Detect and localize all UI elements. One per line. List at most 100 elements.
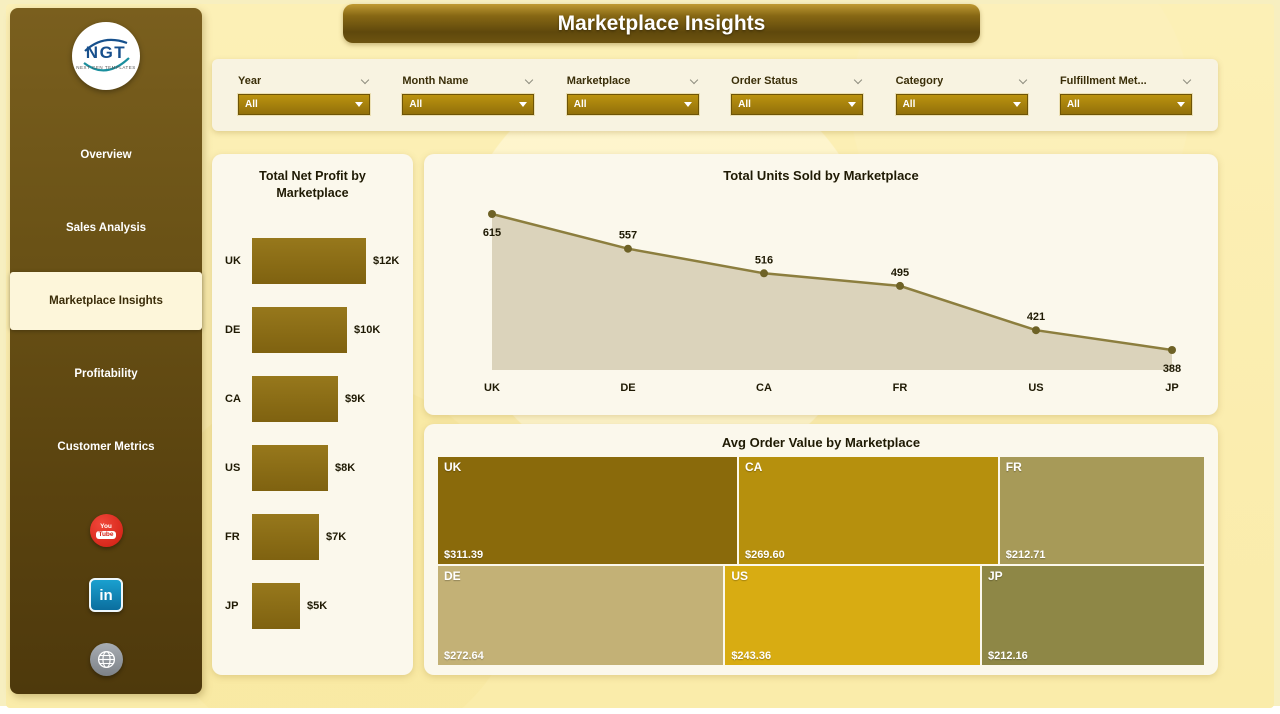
treemap-cell-us[interactable]: US $243.36: [725, 565, 980, 665]
sidebar-item-customer-metrics[interactable]: Customer Metrics: [57, 441, 155, 453]
treemap-cell-label: US: [731, 568, 748, 583]
trend-line: [491, 212, 1173, 352]
bar-category-label: CA: [225, 393, 241, 405]
axis-label-us: US: [1028, 382, 1043, 394]
filter-dropdown-category[interactable]: All: [895, 94, 1028, 115]
treemap-cell-de[interactable]: DE $272.64: [438, 565, 724, 665]
axis-label-jp: JP: [1165, 382, 1178, 394]
filter-dropdown-fulfillment-met[interactable]: All: [1059, 94, 1192, 115]
treemap-row-1: UK $311.39 CA $269.60 FR $212.71: [438, 457, 1204, 564]
filter-selected-value: All: [245, 99, 258, 110]
data-point-ca[interactable]: [760, 269, 768, 278]
youtube-icon[interactable]: You Tube: [89, 514, 123, 547]
axis-label-de: DE: [620, 382, 635, 394]
sidebar-item-sales-analysis[interactable]: Sales Analysis: [65, 222, 147, 234]
filter-label: Year: [238, 75, 262, 87]
treemap-cell-label: JP: [987, 568, 1003, 583]
bar-uk[interactable]: [252, 238, 366, 284]
data-point-jp[interactable]: [1168, 346, 1176, 354]
dropdown-caret-icon: [683, 102, 692, 107]
treemap-cell-uk[interactable]: UK $311.39: [438, 457, 737, 564]
bar-jp[interactable]: [252, 583, 300, 629]
bar-ca[interactable]: [252, 376, 338, 422]
treemap-cell-jp[interactable]: JP $212.16: [981, 565, 1204, 665]
treemap-cell-value: $272.64: [444, 650, 484, 662]
bar-fr[interactable]: [252, 514, 319, 560]
bar-category-label: DE: [225, 324, 241, 336]
filter-selected-value: All: [573, 99, 587, 110]
sidebar-item-marketplace-insights[interactable]: Marketplace Insights: [10, 272, 202, 330]
page-title: Marketplace Insights: [557, 11, 766, 35]
sidebar: NGT NEXT GEN TEMPLATES Overview Sales Ana…: [10, 8, 202, 694]
treemap-cell-label: FR: [1005, 460, 1022, 474]
filter-header: Marketplace: [567, 75, 699, 87]
logo-subtext: NEXT GEN TEMPLATES: [76, 64, 136, 70]
bar-category-label: UK: [225, 255, 241, 267]
treemap-cell-ca[interactable]: CA $269.60: [738, 457, 998, 564]
filter-order-status: Order Status All: [731, 75, 864, 115]
chevron-down-icon[interactable]: [360, 75, 370, 85]
treemap-cell-value: $212.16: [987, 650, 1028, 662]
treemap-cell-fr[interactable]: FR $212.71: [999, 457, 1204, 564]
filter-label: Marketplace: [566, 75, 631, 87]
filter-label: Fulfillment Met...: [1059, 75, 1147, 87]
chevron-down-icon[interactable]: [1018, 75, 1027, 85]
treemap-cell-value: $311.39: [444, 548, 484, 561]
filter-selected-value: All: [1066, 99, 1080, 110]
avg-order-value-title: Avg Order Value by Marketplace: [721, 435, 921, 450]
bar-value-label: $7K: [326, 531, 347, 543]
filter-dropdown-marketplace[interactable]: All: [566, 94, 699, 115]
chevron-down-icon[interactable]: [525, 75, 534, 85]
filter-dropdown-month-name[interactable]: All: [402, 94, 535, 115]
treemap-cell-value: $243.36: [731, 650, 772, 662]
dropdown-caret-icon: [1176, 102, 1185, 107]
data-point-fr[interactable]: [896, 281, 904, 290]
value-label-de: 557: [619, 230, 637, 242]
chevron-down-icon[interactable]: [853, 75, 863, 85]
logo-swoosh-icon: [83, 38, 130, 72]
treemap-cell-value: $212.71: [1005, 548, 1046, 561]
globe-glyph: [97, 650, 115, 669]
bar-row-fr: FR $7K: [225, 514, 411, 560]
data-point-de[interactable]: [624, 244, 632, 253]
ngt-logo: NGT NEXT GEN TEMPLATES: [72, 22, 140, 90]
filter-label: Month Name: [402, 75, 469, 87]
treemap-row-2: DE $272.64 US $243.36 JP $212.16: [438, 565, 1204, 665]
filter-header: Order Status: [731, 75, 863, 87]
linkedin-icon-text: in: [99, 586, 113, 604]
filter-label: Category: [895, 75, 944, 87]
website-globe-icon[interactable]: [89, 643, 123, 676]
filter-month-name: Month Name All: [402, 75, 535, 115]
net-profit-bar-chart: UK $12K DE $10K CA $9K US $8K FR $7K JP $5K: [225, 238, 411, 652]
filter-selected-value: All: [738, 99, 751, 110]
filter-label: Order Status: [731, 75, 798, 87]
bar-category-label: US: [225, 462, 241, 474]
data-point-uk[interactable]: [488, 210, 496, 218]
dropdown-caret-icon: [1012, 102, 1021, 107]
filter-dropdown-order-status[interactable]: All: [731, 94, 864, 115]
avg-order-value-panel: Avg Order Value by Marketplace UK $311.39…: [424, 424, 1218, 675]
filter-dropdown-year[interactable]: All: [238, 94, 370, 115]
bar-row-us: US $8K: [225, 445, 411, 491]
sidebar-item-overview[interactable]: Overview: [80, 149, 132, 161]
chevron-down-icon[interactable]: [689, 75, 699, 85]
sidebar-nav: Overview Sales Analysis Marketplace Insigh…: [10, 126, 202, 491]
bar-value-label: $10K: [354, 324, 381, 336]
bar-row-de: DE $10K: [225, 307, 411, 353]
dropdown-caret-icon: [848, 102, 857, 107]
chevron-down-icon[interactable]: [1182, 75, 1192, 85]
bar-row-uk: UK $12K: [225, 238, 411, 284]
treemap-cell-label: CA: [744, 460, 763, 474]
bar-row-ca: CA $9K: [225, 376, 411, 422]
axis-label-fr: FR: [893, 382, 908, 394]
data-point-us[interactable]: [1032, 326, 1040, 335]
bar-de[interactable]: [252, 307, 347, 353]
bar-value-label: $9K: [345, 393, 366, 405]
bar-us[interactable]: [252, 445, 328, 491]
bar-value-label: $5K: [307, 600, 328, 612]
sidebar-item-profitability[interactable]: Profitability: [74, 368, 138, 380]
linkedin-icon[interactable]: in: [89, 578, 123, 612]
filter-year: Year All: [238, 75, 370, 115]
net-profit-panel: Total Net Profit by Marketplace UK $12K DE…: [212, 154, 413, 675]
